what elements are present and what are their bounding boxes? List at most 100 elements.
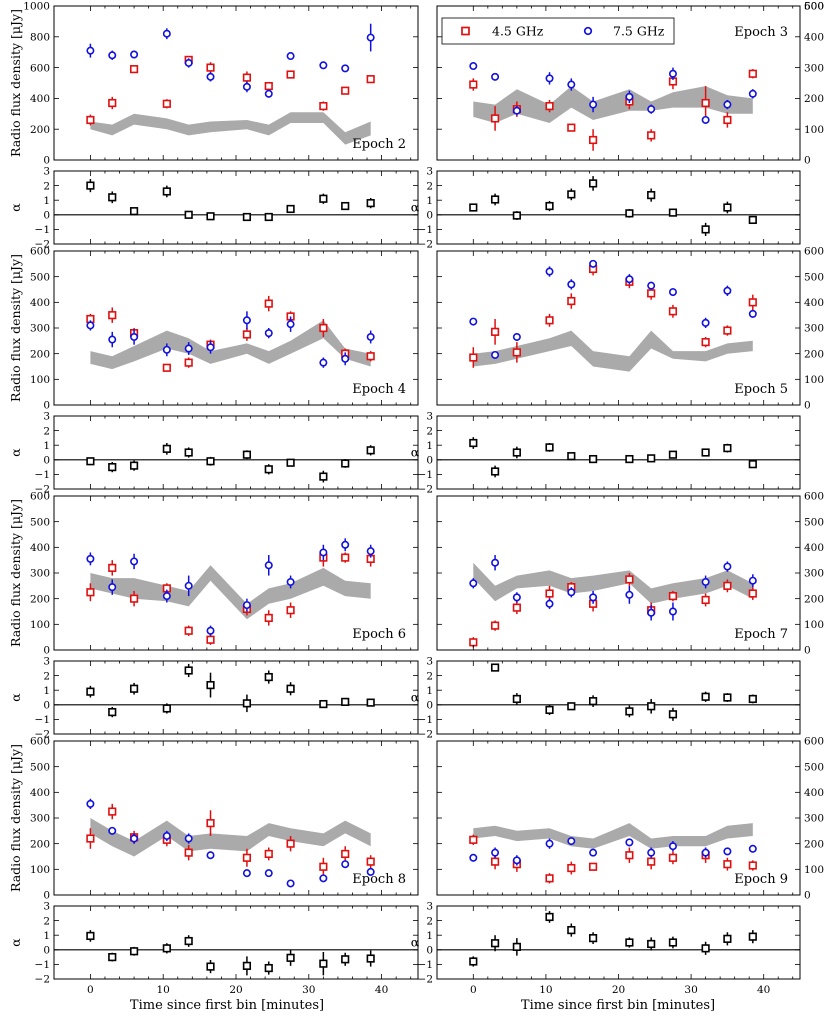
- epoch-8-flux-7-5-ghz-point: [242, 869, 251, 878]
- epoch-9-alpha-alpha-point: [723, 934, 732, 943]
- epoch-5-alpha-alpha-point: [469, 438, 478, 448]
- epoch-4-alpha-y-tick-label: −2: [35, 484, 50, 496]
- epoch-3-flux-4-5-ghz-point: [469, 80, 478, 89]
- epoch-3-alpha-y-tick-label: 3: [426, 166, 433, 178]
- epoch-7-flux-7-5-ghz-point: [469, 579, 478, 588]
- epoch-8-alpha-alpha-point: [366, 954, 375, 963]
- epoch-6-alpha-alpha-point: [162, 704, 171, 713]
- epoch-9-flux-4-5-ghz-point: [545, 874, 554, 883]
- epoch-6-flux-7-5-ghz-point: [264, 561, 273, 570]
- epoch-6-flux-4-5-ghz-point: [129, 594, 139, 603]
- epoch-2-alpha-y-tick-label: −2: [35, 239, 50, 251]
- epoch-5-flux-7-5-ghz-point: [491, 350, 500, 359]
- epoch-3-flux-4-5-ghz-point: [490, 114, 500, 123]
- epoch-5-flux-7-5-ghz-point: [545, 267, 554, 276]
- epoch-5-alpha-y-tick-label: 3: [426, 411, 433, 423]
- epoch-8-alpha-panel: −2 −1 0 1 2 3 α 0 10 20 30 40: [8, 901, 419, 996]
- epoch-5-flux-7-5-ghz-point: [512, 332, 521, 341]
- epoch-3-flux-7-5-ghz-point: [491, 72, 500, 81]
- epoch-2-flux-4-5-ghz-point: [86, 115, 95, 125]
- epoch-3-flux-4-5-ghz-point: [748, 69, 757, 78]
- epoch-2-flux-4-5-ghz-point: [162, 99, 171, 108]
- epoch-8-flux-7-5-ghz-point: [366, 867, 375, 876]
- epoch-9-flux-7-5-ghz-point: [512, 856, 521, 865]
- epoch-9-alpha-y-tick-label: 3: [426, 901, 433, 913]
- epoch-9-alpha-alpha-point: [701, 944, 710, 953]
- epoch-4-flux-7-5-ghz-point: [184, 344, 193, 353]
- epoch-8-alpha-x-tick-label: 10: [157, 984, 170, 996]
- epoch-3-alpha-frame: [436, 170, 801, 245]
- epoch-3-flux-7-5-ghz-point: [589, 100, 598, 109]
- epoch-2-alpha-alpha-point: [108, 193, 117, 202]
- epoch-3-alpha-alpha-point: [567, 190, 576, 199]
- epoch-5-alpha-y-tick-label: −1: [418, 469, 433, 481]
- epoch-8-alpha-alpha-point: [264, 963, 273, 973]
- epoch-9-alpha-x-tick-label: 30: [684, 984, 697, 996]
- epoch-3-flux-4-5-ghz-point: [723, 115, 732, 125]
- epoch-9-flux-4-5-ghz-point: [490, 857, 500, 866]
- epoch-9-alpha-y-tick-label: −2: [418, 974, 433, 986]
- epoch-5-flux-7-5-ghz-point: [647, 281, 656, 290]
- epoch-4-flux-y-axis-label: Radio flux density [μJy]: [8, 254, 23, 402]
- epoch-5-flux-4-5-ghz-point: [545, 316, 554, 325]
- epoch-9-flux-7-5-ghz-point: [647, 848, 656, 857]
- epoch-9-flux-y-tick-label: 500: [804, 761, 824, 773]
- epoch-6-alpha-y-tick-label: −2: [35, 729, 50, 741]
- epoch-2-flux-shaded-band: [90, 112, 371, 145]
- epoch-3-flux-y-tick-label: 200: [804, 93, 824, 105]
- epoch-7-alpha-frame: [436, 660, 801, 735]
- epoch-6-flux-y-tick-label: 500: [30, 516, 50, 528]
- epoch-6-flux-4-5-ghz-point: [86, 588, 95, 597]
- epoch-9-flux-4-5-ghz-point: [469, 835, 478, 844]
- epoch-8-flux-4-5-ghz-point: [184, 848, 193, 857]
- epoch-4-flux-4-5-ghz-point: [108, 311, 117, 320]
- epoch-5-flux-4-5-ghz-point: [701, 338, 710, 347]
- epoch-9-flux-7-5-ghz-point: [491, 848, 500, 857]
- epoch-9-flux-7-5-ghz-point: [701, 848, 710, 857]
- epoch-2-alpha-panel: −2 −1 0 1 2 3 α: [8, 166, 419, 251]
- epoch-4-flux-7-5-ghz-point: [366, 332, 375, 341]
- epoch-8-flux-4-5-ghz-point: [206, 819, 215, 828]
- epoch-5-alpha-y-tick-label: −2: [418, 484, 433, 496]
- epoch-2-alpha-alpha-point: [162, 187, 171, 196]
- epoch-2-alpha-alpha-point: [129, 207, 139, 216]
- epoch-5-flux-7-5-ghz-point: [668, 288, 677, 297]
- epoch-5-flux-4-5-ghz-point: [567, 296, 576, 306]
- x-axis-label-left: Time since first bin [minutes]: [130, 998, 324, 1013]
- epoch-5-alpha-alpha-point: [748, 460, 757, 469]
- epoch-9-alpha-alpha-point: [545, 912, 554, 922]
- epoch-7-flux-4-5-ghz-point: [701, 595, 710, 605]
- epoch-5-alpha-alpha-point: [701, 448, 710, 457]
- epoch-7-flux-panel: 0 100 200 300 400 500 600 Epoch 7: [436, 491, 824, 657]
- epoch-9-flux-7-5-ghz-point: [545, 839, 554, 848]
- epoch-2-alpha-y-tick-label: 0: [43, 210, 50, 222]
- epoch-2-flux-7-5-ghz-point: [184, 58, 193, 67]
- epoch-9-flux-4-5-ghz-point: [723, 860, 732, 869]
- epoch-9-flux-4-5-ghz-point: [668, 853, 678, 862]
- epoch-3-alpha-alpha-point: [469, 203, 478, 212]
- epoch-2-flux-4-5-ghz-point: [108, 98, 117, 108]
- epoch-8-flux-y-tick-label: 400: [30, 787, 50, 799]
- epoch-3-flux-4-5-ghz-point: [647, 131, 656, 140]
- epoch-3-alpha-alpha-point: [668, 208, 678, 217]
- epoch-3-flux-4-5-ghz-point: [567, 123, 576, 132]
- epoch-5-flux-y-tick-label: 200: [804, 348, 824, 360]
- epoch-3-flux-y-tick-label: 500: [804, 1, 824, 13]
- epoch-7-flux-7-5-ghz-point: [701, 577, 710, 586]
- epoch-5-flux-4-5-ghz-point: [469, 353, 478, 362]
- epoch-4-alpha-alpha-point: [366, 446, 375, 455]
- epoch-9-alpha-alpha-point: [588, 934, 598, 943]
- epoch-3-flux-epoch-label: Epoch 3: [734, 25, 788, 40]
- epoch-6-alpha-alpha-point: [286, 684, 295, 693]
- epoch-2-flux-7-5-ghz-point: [319, 61, 328, 70]
- epoch-8-alpha-alpha-point: [206, 962, 215, 971]
- epoch-4-alpha-y-tick-label: 1: [43, 440, 50, 452]
- epoch-8-alpha-y-tick-label: 0: [43, 945, 50, 957]
- epoch-9-alpha-alpha-point: [490, 939, 500, 948]
- epoch-4-flux-4-5-ghz-point: [184, 358, 193, 367]
- epoch-5-flux-7-5-ghz-point: [625, 275, 634, 284]
- epoch-5-flux-4-5-ghz-point: [668, 307, 678, 316]
